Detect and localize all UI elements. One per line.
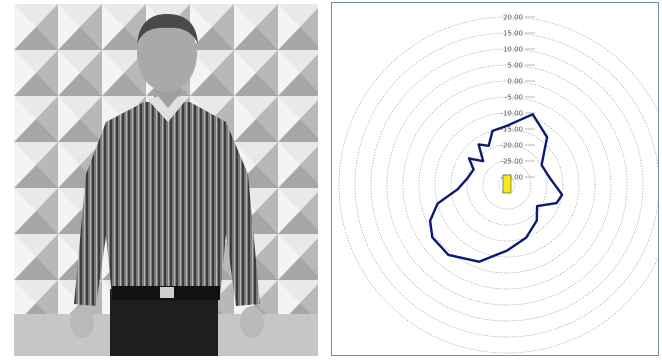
left-hand	[70, 306, 94, 338]
ring-label: -20.00	[500, 142, 523, 150]
grid-ring	[370, 48, 644, 322]
grid-ring	[402, 80, 612, 290]
right-hand	[240, 306, 264, 338]
hair	[137, 14, 198, 44]
shirt	[74, 102, 260, 306]
series-group	[428, 113, 564, 263]
ring-label: 20.00	[503, 14, 523, 22]
ring-label: -10.00	[500, 110, 523, 118]
radiation-pattern-line	[428, 113, 564, 263]
grid-ring	[482, 160, 532, 210]
ring-label: 15.00	[503, 30, 523, 38]
photo-person-in-chamber	[14, 4, 318, 356]
ring-label: 0.00	[507, 78, 523, 86]
ring-labels: 20.00 15.00 10.00 5.00 0.00 -5.00 -10.00 -15.00…	[500, 14, 535, 182]
ring-label: -30.00	[500, 174, 523, 182]
trousers	[110, 289, 218, 356]
polar-grid	[338, 16, 658, 354]
ring-label: 10.00	[503, 46, 523, 54]
grid-ring	[418, 96, 596, 274]
ring-label: -25.00	[500, 158, 523, 166]
ring-label: -5.00	[505, 94, 523, 102]
grid-ring	[338, 16, 658, 354]
grid-ring	[450, 128, 564, 242]
ring-label: -15.00	[500, 126, 523, 134]
grid-ring	[434, 112, 580, 258]
ring-label: 5.00	[507, 62, 523, 70]
grid-ring	[386, 64, 628, 306]
collar	[148, 96, 186, 122]
head	[137, 16, 197, 92]
center-marker	[502, 174, 512, 194]
belt-buckle	[160, 287, 174, 298]
person-standing-icon	[14, 4, 318, 356]
polar-radiation-chart: 20.00 15.00 10.00 5.00 0.00 -5.00 -10.00 -15.00…	[331, 2, 659, 356]
grid-ring	[466, 144, 548, 226]
grid-ring	[354, 32, 658, 338]
